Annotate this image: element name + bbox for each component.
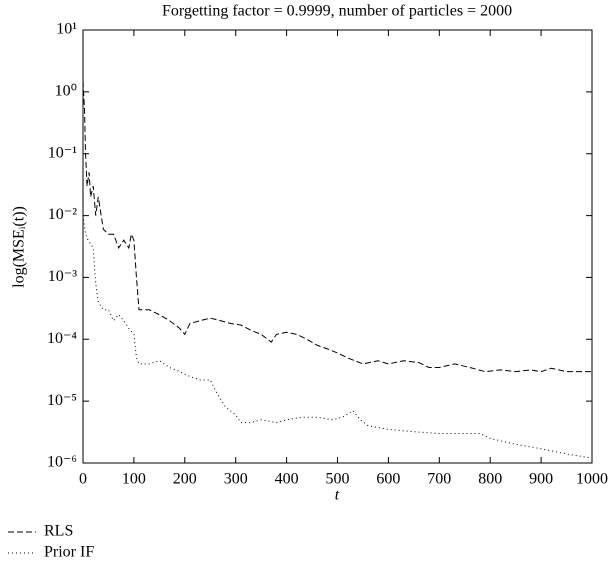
x-tick-label: 300 — [224, 471, 248, 488]
y-tick-label: 10⁻⁶ — [47, 454, 77, 471]
y-tick-label: 10⁻³ — [48, 268, 77, 285]
x-tick-label: 500 — [326, 471, 350, 488]
x-tick-label: 200 — [173, 471, 197, 488]
y-axis-label: log(MSEᵢ(t)) — [11, 206, 28, 288]
chart-title: Forgetting factor = 0.9999, number of pa… — [162, 3, 512, 20]
x-tick-label: 400 — [275, 471, 299, 488]
x-tick-label: 700 — [427, 471, 451, 488]
y-tick-label: 10¹ — [56, 21, 77, 38]
x-axis-label: t — [335, 487, 340, 504]
y-tick-label: 10⁻¹ — [48, 144, 77, 161]
x-tick-label: 600 — [376, 471, 400, 488]
x-tick-label: 0 — [79, 471, 87, 488]
y-tick-label: 10⁰ — [55, 83, 77, 100]
x-tick-label: 1000 — [576, 471, 608, 488]
y-tick-label: 10⁻⁵ — [47, 392, 77, 409]
legend-label: Prior IF — [44, 544, 94, 561]
series-line — [82, 80, 592, 373]
y-tick-label: 10⁻² — [48, 206, 77, 223]
y-tick-label: 10⁻⁴ — [47, 330, 77, 347]
x-tick-label: 800 — [478, 471, 502, 488]
x-tick-label: 900 — [529, 471, 553, 488]
series-line — [82, 215, 593, 459]
legend-label: RLS — [44, 523, 73, 540]
x-tick-label: 100 — [122, 471, 146, 488]
plot-frame — [82, 29, 593, 464]
